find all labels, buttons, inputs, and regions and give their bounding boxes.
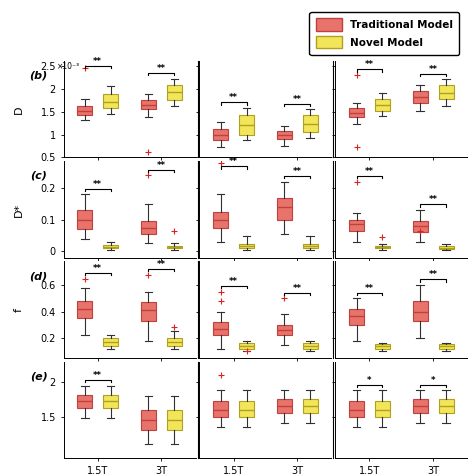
PathPatch shape xyxy=(213,129,228,140)
Text: **: ** xyxy=(93,180,102,189)
PathPatch shape xyxy=(77,210,92,229)
Text: D*: D* xyxy=(14,202,24,217)
Text: **: ** xyxy=(93,57,102,66)
PathPatch shape xyxy=(77,394,92,408)
PathPatch shape xyxy=(277,198,292,220)
Text: **: ** xyxy=(293,167,302,176)
Text: (d): (d) xyxy=(29,271,47,281)
PathPatch shape xyxy=(239,401,254,417)
PathPatch shape xyxy=(239,343,254,348)
Text: *: * xyxy=(367,376,372,385)
PathPatch shape xyxy=(349,108,364,117)
PathPatch shape xyxy=(141,100,156,109)
Text: **: ** xyxy=(365,167,374,176)
PathPatch shape xyxy=(239,115,254,135)
Text: **: ** xyxy=(428,195,438,204)
Legend: Traditional Model, Novel Model: Traditional Model, Novel Model xyxy=(310,12,459,55)
PathPatch shape xyxy=(213,322,228,335)
PathPatch shape xyxy=(303,115,318,132)
PathPatch shape xyxy=(239,244,254,248)
Text: **: ** xyxy=(229,277,238,286)
Text: *: * xyxy=(431,376,436,385)
PathPatch shape xyxy=(349,401,364,417)
PathPatch shape xyxy=(213,401,228,417)
PathPatch shape xyxy=(303,343,318,348)
PathPatch shape xyxy=(277,400,292,413)
PathPatch shape xyxy=(141,302,156,321)
PathPatch shape xyxy=(375,99,390,111)
Text: **: ** xyxy=(229,157,238,166)
Text: (e): (e) xyxy=(30,371,47,381)
Text: (c): (c) xyxy=(30,171,47,181)
PathPatch shape xyxy=(303,400,318,413)
Text: ×10⁻³: ×10⁻³ xyxy=(57,62,80,71)
Text: **: ** xyxy=(157,64,166,73)
PathPatch shape xyxy=(103,394,118,408)
PathPatch shape xyxy=(375,246,390,248)
Text: f: f xyxy=(14,308,24,311)
PathPatch shape xyxy=(413,221,428,232)
Text: **: ** xyxy=(157,260,166,269)
PathPatch shape xyxy=(303,245,318,248)
PathPatch shape xyxy=(349,220,364,231)
PathPatch shape xyxy=(167,85,182,100)
PathPatch shape xyxy=(167,246,182,248)
PathPatch shape xyxy=(375,401,390,417)
Text: **: ** xyxy=(229,93,238,102)
PathPatch shape xyxy=(375,344,390,348)
PathPatch shape xyxy=(413,91,428,103)
Text: (b): (b) xyxy=(29,71,47,81)
PathPatch shape xyxy=(213,212,228,228)
Text: **: ** xyxy=(93,371,102,380)
PathPatch shape xyxy=(103,245,118,248)
PathPatch shape xyxy=(277,325,292,335)
Text: **: ** xyxy=(428,270,438,279)
PathPatch shape xyxy=(167,410,182,430)
PathPatch shape xyxy=(413,400,428,413)
Text: **: ** xyxy=(428,65,438,74)
PathPatch shape xyxy=(277,131,292,139)
PathPatch shape xyxy=(103,338,118,346)
PathPatch shape xyxy=(77,106,92,115)
PathPatch shape xyxy=(413,301,428,321)
PathPatch shape xyxy=(438,85,454,99)
Text: **: ** xyxy=(365,283,374,292)
PathPatch shape xyxy=(167,338,182,346)
Text: **: ** xyxy=(293,94,302,103)
Text: **: ** xyxy=(157,161,166,170)
PathPatch shape xyxy=(438,246,454,249)
PathPatch shape xyxy=(103,94,118,108)
PathPatch shape xyxy=(77,301,92,318)
PathPatch shape xyxy=(349,309,364,325)
Text: **: ** xyxy=(293,283,302,292)
Text: **: ** xyxy=(93,264,102,273)
PathPatch shape xyxy=(141,410,156,430)
PathPatch shape xyxy=(438,344,454,348)
Text: **: ** xyxy=(365,60,374,69)
PathPatch shape xyxy=(438,400,454,413)
PathPatch shape xyxy=(141,221,156,234)
Text: D: D xyxy=(14,105,24,114)
